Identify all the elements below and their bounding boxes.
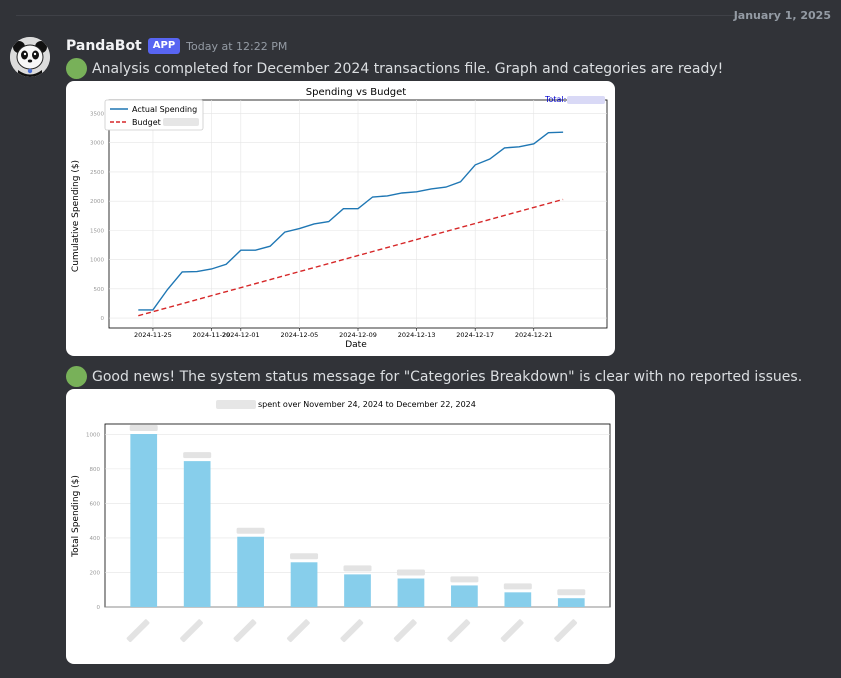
bar-chart-y-tick: 200: [90, 570, 101, 576]
bar-category-label-redacted: [180, 619, 203, 643]
line-chart-x-tick: 2024-12-21: [515, 331, 553, 339]
line-chart-x-tick: 2024-12-13: [398, 331, 436, 339]
line-chart-x-tick: 2024-11-25: [134, 331, 172, 339]
bar-chart-y-tick: 400: [90, 536, 101, 542]
bar: [397, 578, 425, 607]
message-timestamp: Today at 12:22 PM: [186, 39, 288, 53]
total-label: Total:: [544, 95, 566, 104]
bar-value-label-redacted: [129, 425, 158, 432]
line-chart-x-tick: 2024-11-29: [193, 331, 231, 339]
message-text-2: Good news! The system status message for…: [92, 368, 803, 385]
line-chart-y-tick: 1500: [90, 228, 104, 234]
bar-category-label-redacted: [447, 619, 471, 643]
line-chart-y-tick: 3000: [90, 141, 104, 147]
line-chart-attachment[interactable]: Spending vs Budget 0 500 1000 1500 2000 2500 3…: [66, 81, 615, 356]
total-value-redacted: [567, 96, 605, 104]
bar-chart-y-tick: 600: [90, 501, 101, 507]
green-circle-icon: [66, 366, 87, 387]
author-name[interactable]: PandaBot: [66, 38, 142, 54]
bar-category-label-redacted: [126, 619, 150, 643]
bar-chart-attachment[interactable]: spent over November 24, 2024 to December…: [66, 389, 615, 664]
green-circle-icon: [66, 58, 87, 79]
bar-category-label-redacted: [393, 619, 417, 643]
bar-chart-y-tick: 1000: [86, 432, 100, 438]
legend-budget-redacted: [163, 118, 199, 126]
line-chart-y-tick: 1000: [90, 258, 104, 264]
bar-value-label-redacted: [290, 553, 319, 560]
line-chart-x-tick: 2024-12-17: [456, 331, 494, 339]
bar-value-label-redacted: [236, 527, 265, 534]
bar-value-label-redacted: [183, 452, 212, 459]
line-chart-y-tick: 2000: [90, 199, 104, 205]
budget-series-line: [138, 198, 564, 317]
legend-actual-label: Actual Spending: [132, 105, 197, 114]
message-header: PandaBot APP Today at 12:22 PM: [66, 38, 287, 54]
bar: [237, 536, 264, 607]
line-chart-legend: Actual Spending Budget: [104, 99, 204, 131]
bar-category-label-redacted: [554, 619, 578, 643]
line-chart-y-tick: 2500: [90, 170, 104, 176]
bar-chart-subtitle: spent over November 24, 2024 to December…: [258, 400, 476, 409]
line-chart-y-tick: 500: [94, 287, 105, 293]
message-text-1: Analysis completed for December 2024 tra…: [92, 60, 724, 77]
bar-chart-y-tick: 800: [90, 467, 101, 473]
line-chart-x-tick: 2024-12-09: [339, 331, 377, 339]
line-chart-ylabel: Cumulative Spending ($): [71, 160, 81, 272]
actual-spending-series-line: [138, 131, 564, 311]
line-chart-y-tick: 0: [101, 316, 105, 322]
bar: [290, 562, 318, 607]
bar: [183, 461, 211, 607]
panda-icon[interactable]: [10, 37, 50, 77]
line-chart-xlabel: Date: [345, 340, 367, 350]
bar-category-label-redacted: [340, 619, 364, 643]
message-line-1: Analysis completed for December 2024 tra…: [66, 58, 723, 79]
bar-value-label-redacted: [396, 569, 425, 576]
app-badge: APP: [147, 38, 181, 54]
bar: [344, 574, 371, 607]
bar: [504, 592, 532, 607]
spending-vs-budget-chart: Spending vs Budget 0 500 1000 1500 2000 2500 3…: [71, 87, 608, 350]
bar-category-label-redacted: [233, 619, 257, 643]
bar: [557, 598, 585, 607]
bar-value-label-redacted: [450, 576, 479, 583]
line-chart-x-tick: 2024-12-01: [222, 331, 260, 339]
legend-budget-label: Budget: [132, 118, 161, 127]
categories-breakdown-chart: spent over November 24, 2024 to December…: [71, 400, 611, 643]
line-chart-x-tick: 2024-12-05: [281, 331, 319, 339]
bar-value-label-redacted: [557, 589, 586, 596]
bar-chart-ylabel: Total Spending ($): [71, 475, 81, 558]
bar: [130, 434, 158, 607]
bar-value-label-redacted: [503, 583, 532, 590]
bar-chart-y-tick: 0: [97, 605, 101, 611]
date-divider-label: January 1, 2025: [733, 9, 831, 22]
bar-category-label-redacted: [286, 619, 310, 643]
bar-value-label-redacted: [343, 565, 372, 572]
line-chart-y-tick: 3500: [90, 111, 104, 117]
bar-category-label-redacted: [500, 619, 524, 643]
bar-title-amount-redacted: [216, 400, 256, 409]
date-divider-line: [16, 15, 741, 16]
message-line-2: Good news! The system status message for…: [66, 366, 802, 387]
bar: [451, 585, 478, 607]
line-chart-title: Spending vs Budget: [306, 87, 407, 98]
